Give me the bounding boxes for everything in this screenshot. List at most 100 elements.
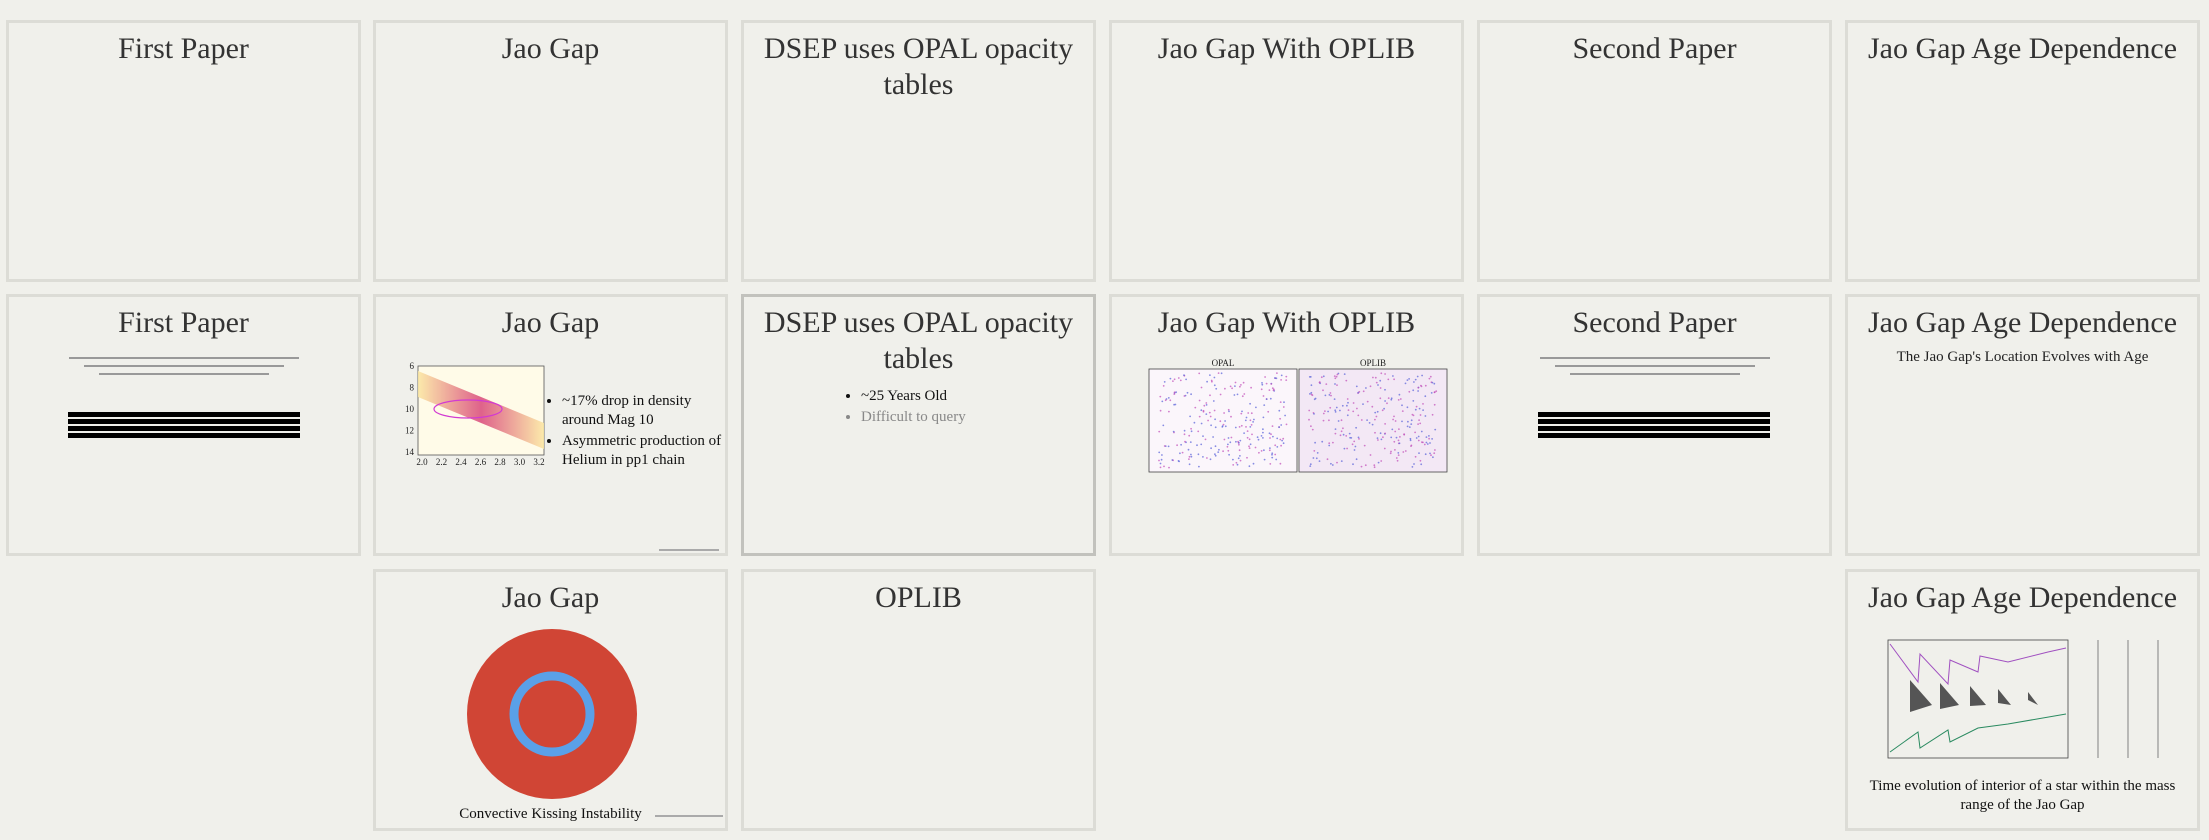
scatter-dot (1336, 461, 1338, 464)
scatter-dot (1411, 466, 1414, 468)
scatter-dot (1349, 436, 1351, 439)
bullet-list: ~17% drop in density around Mag 10Asymme… (544, 392, 725, 472)
scatter-dot (1314, 397, 1317, 400)
scatter-dot (1422, 403, 1424, 405)
slide-thumbnail[interactable]: DSEP uses OPAL opacity tables (741, 20, 1096, 282)
scatter-dot (1328, 444, 1331, 447)
slide-thumbnail[interactable]: Jao Gap (373, 20, 728, 282)
scatter-dot (1384, 373, 1386, 375)
scatter-dot (1374, 431, 1376, 434)
convection-zone (2028, 692, 2038, 705)
slide-thumbnail[interactable]: DSEP uses OPAL opacity tables ~25 Years O… (741, 294, 1096, 556)
scatter-dot (1380, 460, 1383, 462)
scatter-dot (1394, 430, 1397, 433)
slide-thumbnail[interactable]: Jao Gap Age Dependence Time evolution of … (1845, 569, 2200, 831)
scatter-dot (1219, 420, 1222, 423)
slide-thumbnail[interactable]: Jao Gap ~17% drop in density around Mag 1… (373, 294, 728, 556)
scatter-dot (1234, 381, 1237, 384)
scatter-dot (1413, 381, 1415, 383)
redaction-bar (68, 426, 300, 431)
scatter-dot (1235, 440, 1237, 443)
scatter-dot (1269, 463, 1272, 465)
scatter-dot (1355, 385, 1358, 388)
scatter-dot (1209, 415, 1212, 418)
scatter-dot (1210, 424, 1212, 427)
slide-thumbnail[interactable]: First Paper (6, 20, 361, 282)
bullet: Asymmetric production of Helium in pp1 c… (562, 432, 725, 470)
scatter-dot (1415, 405, 1418, 408)
scatter-dot (1212, 400, 1215, 402)
scatter-dot (1172, 380, 1174, 382)
slide-thumbnail[interactable]: Jao Gap With OPLIB OPAL OPLIB (1109, 294, 1464, 556)
scatter-dot (1364, 464, 1367, 467)
scatter-dot (1339, 409, 1341, 412)
scatter-dot (1425, 436, 1428, 438)
scatter-dot (1322, 389, 1324, 392)
scatter-dot (1342, 433, 1345, 436)
scatter-dot (1429, 452, 1431, 455)
slide-thumbnail[interactable]: Jao Gap Convective Kissing Instability (373, 569, 728, 831)
scatter-dot (1262, 416, 1265, 419)
scatter-dot (1280, 424, 1283, 426)
scatter-dot (1223, 438, 1226, 441)
scatter-dot (1394, 449, 1396, 451)
scatter-dot (1190, 430, 1193, 433)
scatter-panel (1298, 368, 1448, 473)
scatter-dot (1328, 394, 1331, 396)
scatter-dot (1381, 409, 1384, 412)
convection-zone (1998, 689, 2011, 705)
plot-y-tick: 14 (405, 447, 415, 457)
scatter-dot (1424, 384, 1427, 387)
slide-thumbnail[interactable]: Jao Gap Age Dependence (1845, 20, 2200, 282)
scatter-dot (1208, 411, 1211, 414)
slide-thumbnail[interactable]: Jao Gap Age Dependence The Jao Gap's Loca… (1845, 294, 2200, 556)
scatter-dot (1183, 374, 1185, 377)
scatter-dot (1254, 446, 1257, 449)
scatter-dot (1190, 453, 1192, 456)
scatter-dot (1207, 419, 1209, 422)
scatter-dot (1433, 452, 1436, 455)
scatter-dot (1316, 452, 1319, 454)
scatter-dot (1161, 454, 1163, 456)
slide-title: Jao Gap Age Dependence (1867, 581, 2178, 614)
scatter-dot (1424, 453, 1427, 456)
scatter-dot (1282, 406, 1285, 408)
scatter-dot (1158, 459, 1160, 462)
slide-thumbnail[interactable]: Jao Gap With OPLIB (1109, 20, 1464, 282)
scatter-dot (1308, 409, 1311, 412)
convection-zone (1940, 683, 1959, 709)
scatter-dot (1310, 391, 1313, 394)
redaction-bar (1538, 426, 1770, 431)
scatter-dot (1409, 437, 1412, 440)
scatter-dot (1217, 451, 1220, 453)
scatter-dot (1158, 430, 1161, 433)
scatter-dot (1280, 444, 1282, 447)
scatter-dot (1261, 383, 1264, 386)
scatter-dot (1404, 382, 1407, 385)
scatter-dot (1418, 419, 1420, 421)
scatter-dot (1200, 422, 1203, 425)
scatter-dot (1430, 454, 1432, 457)
slide-thumbnail[interactable]: Second Paper (1477, 20, 1832, 282)
scatter-dot (1162, 424, 1165, 427)
scatter-dot (1188, 434, 1191, 437)
slide-title: Second Paper (1572, 306, 1737, 339)
scatter-dot (1239, 455, 1241, 457)
scatter-dot (1209, 374, 1211, 376)
scatter-dot (1337, 420, 1340, 422)
slide-thumbnail[interactable]: Second Paper (1477, 294, 1832, 556)
scatter-dot (1368, 422, 1371, 424)
scatter-dot (1429, 375, 1432, 378)
scatter-dot (1189, 441, 1192, 443)
scatter-dot (1335, 375, 1338, 378)
scatter-dot (1398, 442, 1401, 445)
scatter-dot (1272, 389, 1275, 392)
scatter-dot (1421, 374, 1423, 377)
scatter-dot (1163, 445, 1166, 447)
scatter-dot (1276, 372, 1278, 374)
slide-title: Jao Gap With OPLIB (1157, 32, 1416, 65)
slide-thumbnail[interactable]: OPLIB (741, 569, 1096, 831)
scatter-dot (1229, 385, 1232, 388)
scatter-dot (1345, 379, 1348, 382)
slide-thumbnail[interactable]: First Paper (6, 294, 361, 556)
